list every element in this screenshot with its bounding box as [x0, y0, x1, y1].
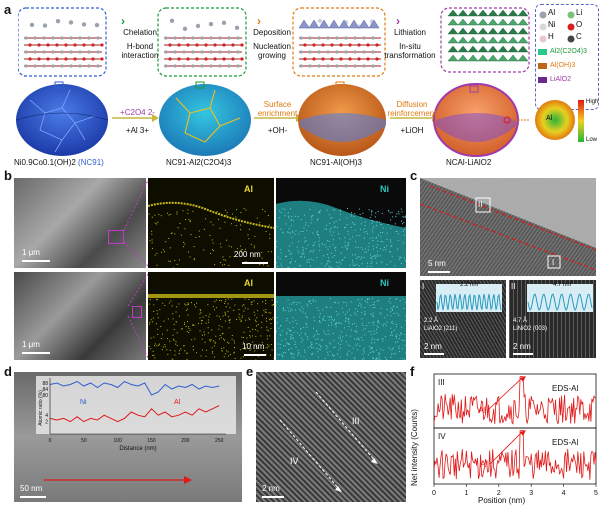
- f-bottom-peak: Al: [480, 459, 489, 469]
- step-2-title: Deposition: [253, 28, 291, 37]
- legend-phase-2: Al(OH)3: [538, 62, 575, 69]
- stem-image: 0 50 100 150 200 250 88 84 80 4 2 Distance (nm) Atom…: [14, 372, 242, 502]
- x-tick-label: 50: [81, 438, 87, 444]
- atom-legend: [539, 11, 575, 43]
- eds-line-chart: 0 1 2 3 4 5: [432, 373, 598, 497]
- panel-label-a: a: [4, 2, 12, 17]
- crystal-structures: [18, 7, 386, 77]
- y-tick-label: 4: [45, 413, 48, 419]
- x-tick-label: 200: [181, 438, 190, 444]
- f-bottom-roman: IV: [438, 432, 446, 441]
- d-ylabel: Atomic ratio (%): [38, 390, 44, 426]
- legend-c: C: [576, 32, 582, 41]
- particle-evolution: [15, 81, 584, 157]
- x-tick-label: 5: [594, 490, 598, 497]
- particle-1-label: Ni0.9Co0.1(OH)2 (NC91): [14, 158, 104, 167]
- arrow2-top2: enrichment: [257, 109, 298, 118]
- legend-phase-1: Al2(C2O4)3: [538, 48, 587, 55]
- x-tick-label: 2: [497, 490, 501, 497]
- particle-4-label: NCAl-LiAlO2: [446, 158, 492, 167]
- eds-map-al-top: Al 200 nm: [148, 178, 274, 268]
- x-tick-label: 4: [562, 490, 566, 497]
- sem-image-top: 1 μm: [14, 178, 146, 268]
- lithiated-crystal: [440, 7, 530, 73]
- legend-o: O: [576, 20, 583, 29]
- f-xlabel: Position (nm): [478, 496, 526, 505]
- x-tick-label: 100: [114, 438, 123, 444]
- x-tick-label: 250: [215, 438, 224, 444]
- x-tick-label: 0: [432, 490, 436, 497]
- panel-label-d: d: [4, 364, 12, 379]
- step-2-sub2: growing: [257, 51, 286, 60]
- step-1-sub2: interaction: [121, 51, 159, 60]
- gradient-center: Al: [546, 115, 553, 122]
- legend-al-label: Al: [174, 399, 181, 406]
- y-tick-label: 88: [42, 381, 48, 387]
- arrow3-bottom: +LiOH: [400, 126, 424, 135]
- x-tick-label: 1: [464, 490, 468, 497]
- x-tick-label: 0: [49, 438, 52, 444]
- step-3-sub1: In-situ: [399, 42, 421, 51]
- panel-label-f: f: [410, 364, 415, 379]
- f-bottom-title: EDS-Al: [552, 438, 579, 447]
- eds-map-al-bottom: Al 10 nm: [148, 272, 274, 360]
- step-2-sub1: Nucleation: [253, 42, 291, 51]
- arrow3-top1: Diffusion: [396, 100, 428, 109]
- y-tick-label: 84: [42, 387, 48, 393]
- d-xlabel: Distance (nm): [119, 446, 156, 452]
- legend-al: Al: [548, 8, 556, 17]
- y-tick-label: 2: [45, 420, 48, 426]
- step-1-title: Chelation: [123, 28, 157, 37]
- arrow2-bottom: +OH-: [267, 126, 288, 135]
- step-3-sub2: transformation: [384, 51, 436, 60]
- f-top-peak: Al: [478, 405, 487, 415]
- hrtem-inset-1: I 2.2 nm 2.2 Å LiAlO2 (211) 2 nm: [420, 280, 506, 358]
- chevron-icon: ›: [396, 14, 400, 28]
- legend-ni: Ni: [548, 20, 556, 29]
- arrow2-top1: Surface: [263, 100, 292, 109]
- legend-h: H: [548, 32, 554, 41]
- legend-li: Li: [576, 8, 583, 17]
- legend-ni-label: Ni: [80, 399, 87, 406]
- panel-label-b: b: [4, 168, 12, 183]
- panel-label-c: c: [410, 168, 418, 183]
- arrow1-bottom: +Al 3+: [125, 126, 150, 135]
- sem-image-bottom: 1 μm: [14, 272, 146, 360]
- gradient-high: High: [586, 99, 599, 105]
- step-3-title: Lithiation: [393, 28, 427, 37]
- step-1-sub1: H-bond: [126, 42, 154, 51]
- chevron-icon: ›: [257, 14, 261, 28]
- particle-2-label: NC91-Al2(C2O4)3: [166, 158, 232, 167]
- particle-3-label: NC91-Al(OH)3: [310, 158, 363, 167]
- gradient-low: Low: [586, 137, 598, 143]
- f-top-title: EDS-Al: [552, 384, 579, 393]
- series-al-line: [49, 405, 220, 423]
- arrow1-top: +C2O4 2-: [120, 108, 155, 117]
- panel-label-e: e: [246, 364, 254, 379]
- f-ylabel-wrap: Net intensity (Counts): [410, 409, 419, 486]
- chevron-icon: ›: [121, 14, 125, 28]
- eds-map-ni-top: Ni: [276, 178, 406, 268]
- hrtem-image: II I 5 nm: [420, 178, 596, 276]
- stem-lattice-image: III IV 2 nm: [256, 372, 406, 502]
- y-tick-label: 80: [42, 393, 48, 399]
- legend-phase-3: LiAlO2: [538, 76, 571, 83]
- f-top-roman: III: [438, 378, 445, 387]
- eds-map-ni-bottom: Ni: [276, 272, 406, 360]
- zoom-lines: [123, 179, 149, 359]
- hrtem-inset-2: II 4.7 nm 4.7 Å LiNiO2 (003) 2 nm: [509, 280, 596, 358]
- series-ni-line: [49, 380, 220, 396]
- arrow3-top2: reinforcement: [387, 109, 437, 118]
- x-tick-label: 3: [529, 490, 533, 497]
- x-tick-label: 150: [147, 438, 156, 444]
